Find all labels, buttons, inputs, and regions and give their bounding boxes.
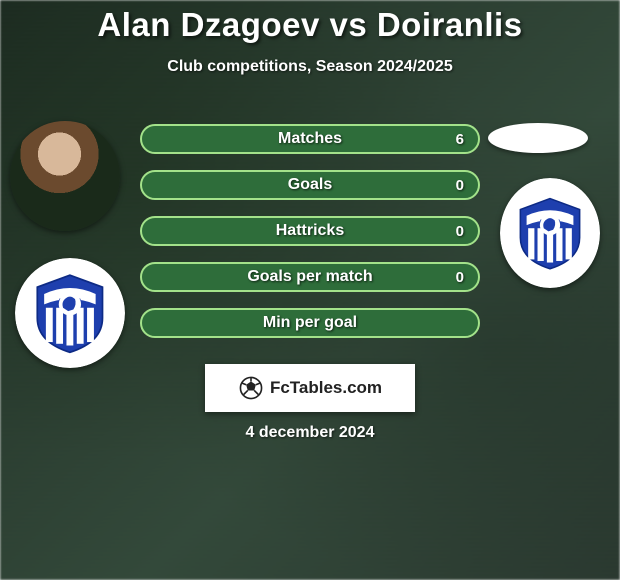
stat-value: 0	[456, 269, 464, 286]
player-photo-right-placeholder	[488, 123, 588, 153]
stat-bar-hattricks: Hattricks 0	[140, 216, 480, 246]
club-crest: ΛΑΜΙΑ	[500, 178, 600, 288]
infographic: Alan Dzagoev vs Doiranlis Club competiti…	[0, 0, 620, 580]
stat-value: 0	[456, 223, 464, 240]
player-photo	[10, 121, 120, 231]
page-title: Alan Dzagoev vs Doiranlis	[0, 0, 620, 44]
stat-label: Goals	[288, 176, 332, 194]
stat-value: 6	[456, 131, 464, 148]
stat-value: 0	[456, 177, 464, 194]
stat-label: Min per goal	[263, 314, 357, 332]
crest-icon: ΛΑΜΙΑ	[511, 190, 589, 276]
stat-bar-min-per-goal: Min per goal	[140, 308, 480, 338]
crest-icon: ΛΑΜΙΑ	[27, 270, 113, 356]
club-badge-left: ΛΑΜΙΑ	[15, 258, 125, 368]
stat-bars: Matches 6 Goals 0 Hattricks 0 Goals per …	[140, 124, 480, 354]
stat-label: Hattricks	[276, 222, 344, 240]
club-badge-right: ΛΑΜΙΑ	[500, 178, 600, 288]
stat-label: Matches	[278, 130, 342, 148]
stat-bar-goals: Goals 0	[140, 170, 480, 200]
club-crest: ΛΑΜΙΑ	[15, 258, 125, 368]
stat-bar-goals-per-match: Goals per match 0	[140, 262, 480, 292]
soccer-ball-icon	[238, 375, 264, 401]
stat-bar-matches: Matches 6	[140, 124, 480, 154]
date-text: 4 december 2024	[0, 424, 620, 442]
subtitle: Club competitions, Season 2024/2025	[0, 58, 620, 76]
brand-text: FcTables.com	[270, 378, 382, 398]
stat-label: Goals per match	[247, 268, 372, 286]
brand-badge: FcTables.com	[205, 364, 415, 412]
